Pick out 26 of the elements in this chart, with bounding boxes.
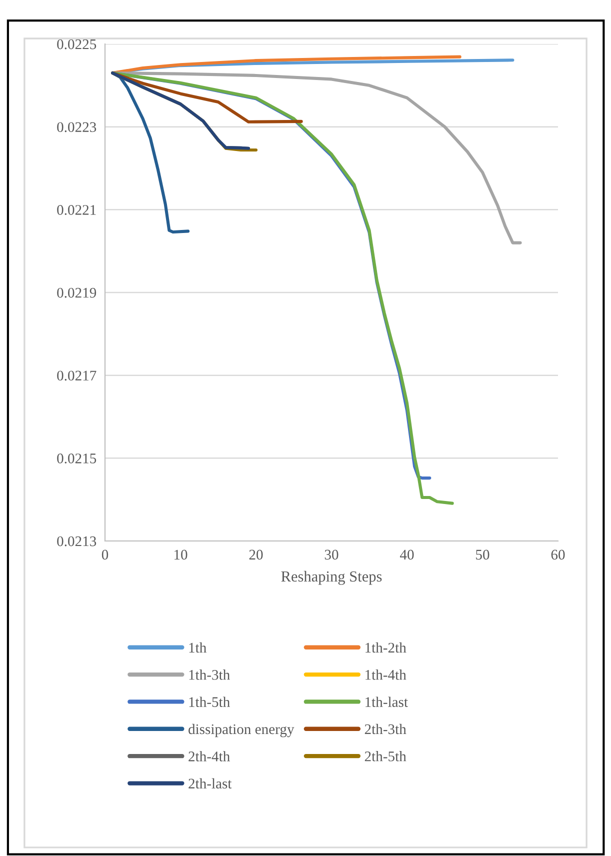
x-tick-label: 20 — [249, 550, 263, 560]
y-tick-label: 0.0223 — [57, 122, 96, 132]
x-tick-label: 50 — [476, 550, 490, 560]
x-axis-title: Reshaping Steps — [281, 570, 382, 585]
y-tick-label: 0.0213 — [57, 536, 96, 546]
y-tick-label: 0.0219 — [57, 288, 96, 298]
y-tick-label: 0.0215 — [57, 454, 96, 464]
y-tick-label: 0.0225 — [57, 39, 96, 50]
legend-label: dissipation energy — [188, 724, 294, 738]
legend-label: 1th-2th — [366, 642, 406, 653]
legend-label: 2th-last — [188, 778, 232, 789]
legend-label: 1th-4th — [366, 670, 406, 680]
legend-label: 2th-3th — [364, 724, 406, 734]
legend-label: 1th-5th — [189, 696, 230, 707]
legend-label: 2th-4th — [188, 751, 230, 762]
x-tick-label: 40 — [400, 550, 414, 560]
x-tick-label: 60 — [551, 550, 565, 560]
x-tick-label: 0 — [102, 550, 108, 560]
legend-label: 1th — [189, 642, 206, 653]
legend-label: 2th-5th — [364, 751, 406, 762]
legend-label: 1th-3th — [189, 670, 230, 680]
x-tick-label: 30 — [324, 550, 338, 560]
legend-label: 1th-last — [366, 696, 408, 707]
x-tick-label: 10 — [174, 550, 188, 560]
y-tick-label: 0.0217 — [57, 370, 96, 381]
y-tick-label: 0.0221 — [57, 205, 96, 215]
